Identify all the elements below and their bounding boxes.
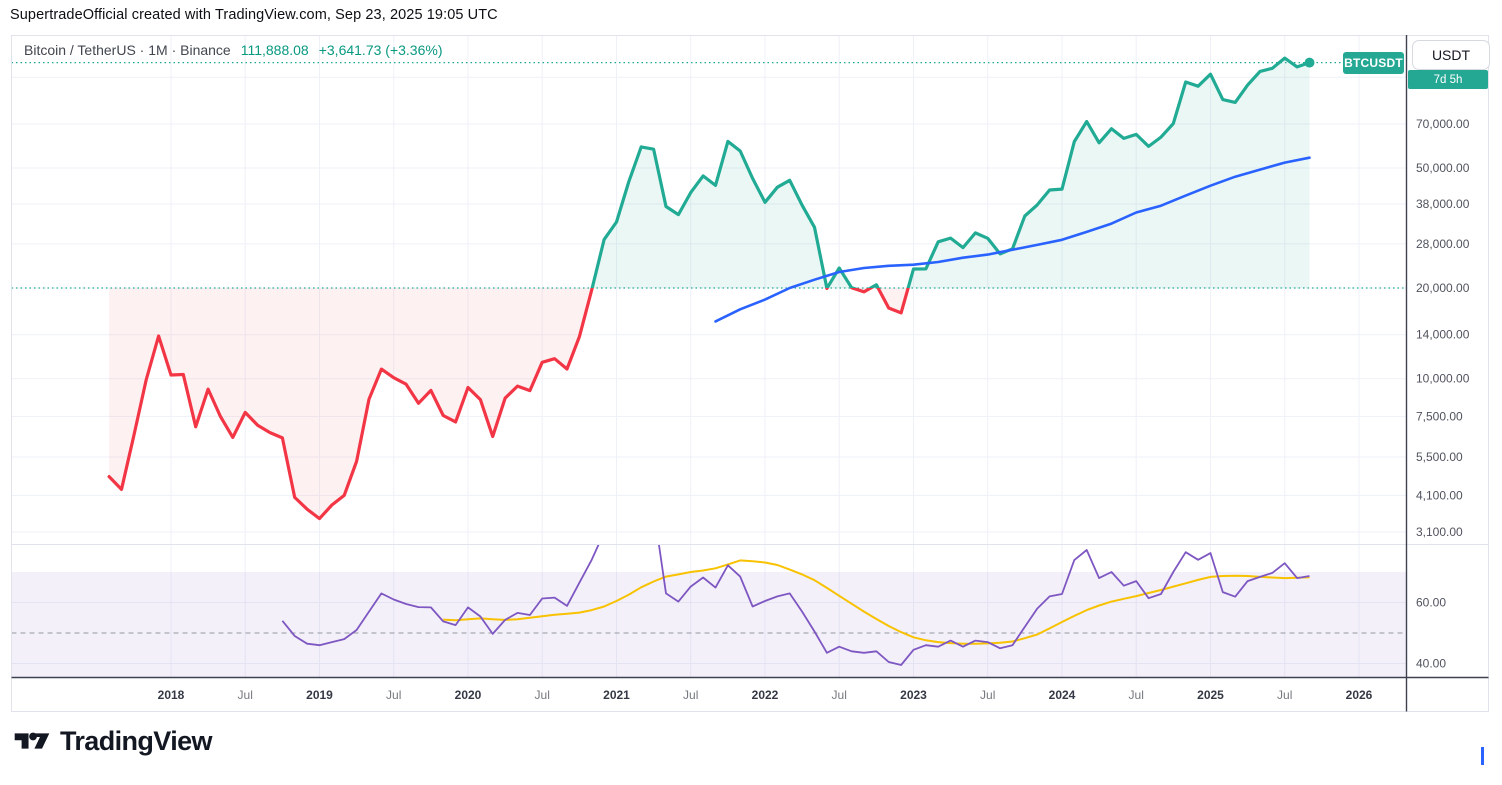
svg-text:2023: 2023 xyxy=(900,688,927,702)
svg-text:38,000.00: 38,000.00 xyxy=(1416,197,1470,211)
price-change-value: +3,641.73 (+3.36%) xyxy=(318,42,443,58)
rsi-ma-line xyxy=(443,559,1310,645)
ma-line xyxy=(714,156,1311,323)
svg-text:14,000.00: 14,000.00 xyxy=(1416,328,1470,342)
symbol-price-label: BTCUSDT xyxy=(1343,52,1404,74)
svg-text:2018: 2018 xyxy=(158,688,185,702)
svg-text:2020: 2020 xyxy=(455,688,482,702)
attribution-text: SupertradeOfficial created with TradingV… xyxy=(10,7,498,23)
svg-text:60.00: 60.00 xyxy=(1416,596,1446,610)
price-line-up xyxy=(590,56,1312,288)
indicator-band xyxy=(11,572,1407,677)
tradingview-logo-icon xyxy=(14,732,50,749)
svg-text:7,500.00: 7,500.00 xyxy=(1416,409,1463,423)
svg-text:Jul: Jul xyxy=(980,688,995,702)
page-scrollbar-thumb[interactable] xyxy=(1481,747,1484,765)
svg-text:2019: 2019 xyxy=(306,688,333,702)
svg-text:2021: 2021 xyxy=(603,688,630,702)
last-price-dot xyxy=(1304,57,1315,68)
svg-text:Jul: Jul xyxy=(535,688,550,702)
svg-text:2026: 2026 xyxy=(1346,688,1373,702)
tradingview-logo-text: TradingView xyxy=(60,725,213,756)
svg-text:2024: 2024 xyxy=(1049,688,1076,702)
svg-text:70,000.00: 70,000.00 xyxy=(1416,117,1470,131)
svg-text:3,100.00: 3,100.00 xyxy=(1416,525,1463,539)
svg-text:Jul: Jul xyxy=(238,688,253,702)
bar-close-countdown: 7d 5h xyxy=(1408,70,1488,89)
area-above-threshold xyxy=(109,58,1310,288)
svg-text:20,000.00: 20,000.00 xyxy=(1416,281,1470,295)
chart-legend[interactable]: Bitcoin / TetherUS · 1M · Binance 111,88… xyxy=(24,42,442,58)
grid xyxy=(11,35,1406,677)
svg-text:Jul: Jul xyxy=(386,688,401,702)
time-axis-labels[interactable]: 2018 Jul 2019 Jul 2020 Jul 2021 Jul 2022 Jul 2023 J… xyxy=(158,688,1373,702)
svg-text:10,000.00: 10,000.00 xyxy=(1416,372,1470,386)
tradingview-logo[interactable]: TradingView xyxy=(14,722,213,760)
last-price-value: 111,888.08 xyxy=(240,42,309,58)
area-below-threshold xyxy=(109,288,1310,519)
chart-frame xyxy=(11,35,1489,712)
svg-text:40.00: 40.00 xyxy=(1416,657,1446,671)
svg-text:2025: 2025 xyxy=(1197,688,1224,702)
svg-text:28,000.00: 28,000.00 xyxy=(1416,237,1470,251)
symbol-title[interactable]: Bitcoin / TetherUS · 1M · Binance xyxy=(24,42,231,58)
svg-text:5,500.00: 5,500.00 xyxy=(1416,450,1463,464)
svg-text:4,100.00: 4,100.00 xyxy=(1416,488,1463,502)
svg-text:Jul: Jul xyxy=(683,688,698,702)
svg-text:Jul: Jul xyxy=(832,688,847,702)
svg-text:50,000.00: 50,000.00 xyxy=(1416,161,1470,175)
svg-text:Jul: Jul xyxy=(1129,688,1144,702)
price-line-down xyxy=(107,288,910,521)
price-axis-labels[interactable]: 70,000.00 50,000.00 38,000.00 28,000.00 20,0… xyxy=(1416,117,1470,671)
currency-toggle-button[interactable]: USDT xyxy=(1412,40,1490,70)
rsi-line xyxy=(281,545,1310,666)
svg-text:Jul: Jul xyxy=(1277,688,1292,702)
svg-text:2022: 2022 xyxy=(752,688,779,702)
